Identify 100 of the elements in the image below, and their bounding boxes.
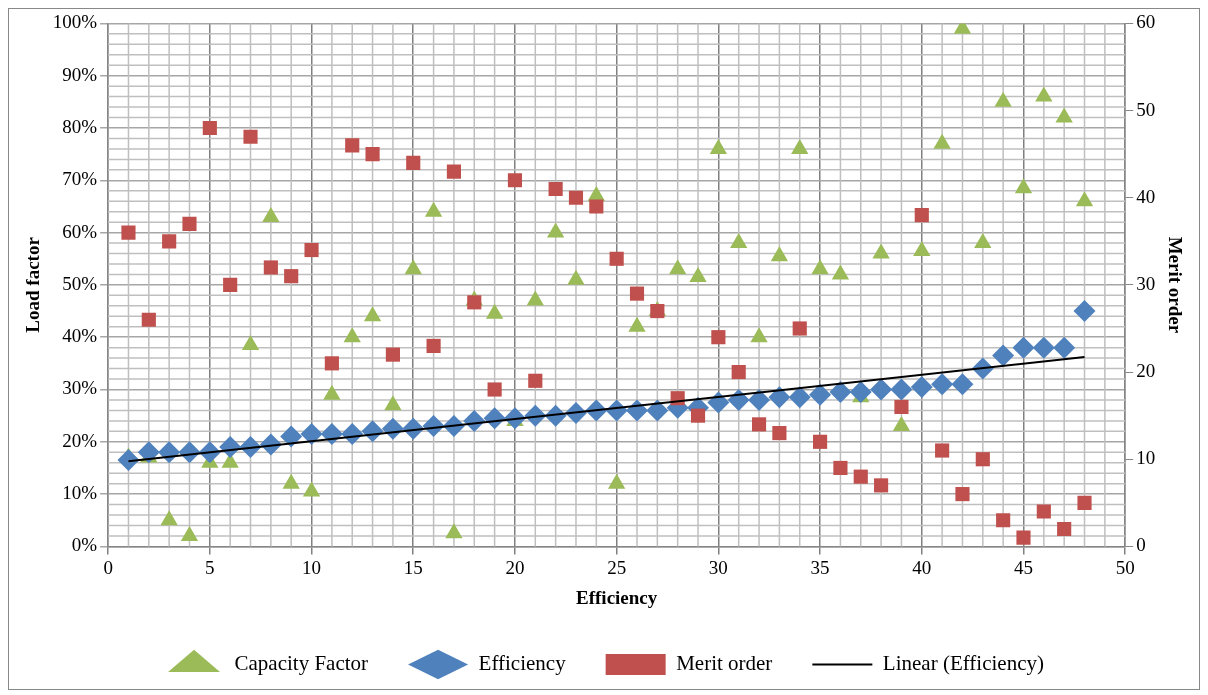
point <box>1032 336 1055 359</box>
y-tick-label: 80% <box>62 115 98 137</box>
legend-label: Efficiency <box>478 651 567 676</box>
point <box>162 234 177 249</box>
point <box>872 243 890 259</box>
point <box>1055 107 1073 123</box>
point <box>487 382 502 397</box>
point <box>792 321 807 336</box>
point <box>731 365 746 380</box>
point <box>202 120 217 136</box>
legend-label: Linear (Efficiency) <box>882 651 1044 676</box>
point <box>788 386 811 409</box>
point <box>689 267 707 283</box>
point <box>992 344 1015 367</box>
point <box>813 434 828 449</box>
point <box>829 381 852 404</box>
point <box>406 155 421 170</box>
y-tick-label: 0% <box>71 534 98 556</box>
x-tick-label: 15 <box>403 556 423 578</box>
legend-label: Merit order <box>676 651 773 676</box>
point <box>1012 336 1035 359</box>
point <box>750 327 768 343</box>
point <box>467 295 482 310</box>
point <box>914 208 929 223</box>
point <box>1053 336 1076 359</box>
x-tick-label: 5 <box>205 556 215 578</box>
point <box>568 190 584 205</box>
point <box>629 286 645 301</box>
point <box>935 443 950 458</box>
point <box>1036 504 1051 519</box>
point <box>548 181 563 197</box>
y-tick-label: 50% <box>62 272 98 294</box>
point <box>182 216 197 231</box>
point <box>727 388 750 411</box>
point <box>831 264 850 280</box>
x-tick-label: 40 <box>912 556 932 578</box>
point <box>709 138 728 154</box>
point <box>223 277 238 292</box>
point <box>365 147 380 162</box>
y-tick-label: 30% <box>62 377 98 399</box>
point <box>141 312 156 327</box>
y-axis-title: Load factor <box>22 236 44 333</box>
y-tick-label: 60% <box>62 220 98 242</box>
point <box>1057 521 1072 537</box>
point <box>751 417 767 432</box>
point <box>385 347 400 362</box>
point <box>1014 178 1033 194</box>
x-tick-label: 25 <box>607 556 627 578</box>
point <box>426 338 441 353</box>
point <box>951 373 974 396</box>
y-tick-label: 20% <box>62 429 98 451</box>
point <box>280 425 303 448</box>
point <box>343 327 361 343</box>
point <box>994 91 1012 107</box>
point <box>567 269 585 285</box>
point <box>811 259 829 275</box>
point <box>870 378 893 401</box>
point <box>324 356 339 371</box>
point <box>121 225 136 240</box>
point <box>1016 530 1031 545</box>
x-tick-label: 45 <box>1013 556 1033 578</box>
y-tick-label: 70% <box>62 168 98 190</box>
y-tick-label: 10% <box>62 482 98 504</box>
point <box>931 373 954 396</box>
x-tick-label: 50 <box>1115 556 1135 578</box>
point <box>137 441 160 464</box>
point <box>833 460 848 476</box>
y-tick-label: 90% <box>62 63 98 85</box>
x-tick-label: 0 <box>103 556 113 578</box>
point <box>589 199 604 214</box>
point <box>384 395 402 411</box>
point <box>345 138 360 153</box>
point <box>446 164 461 179</box>
point <box>1035 86 1053 102</box>
x-tick-label: 30 <box>708 556 728 578</box>
point <box>546 222 565 238</box>
point <box>1077 495 1092 510</box>
point <box>770 246 789 262</box>
y2-axis-title: Merit order <box>1164 236 1186 334</box>
point <box>913 240 931 256</box>
y2-tick-label: 0 <box>1136 534 1146 556</box>
point <box>996 513 1011 528</box>
point <box>304 242 319 258</box>
point <box>890 378 913 401</box>
point <box>853 469 868 484</box>
point <box>894 399 909 414</box>
point <box>768 386 791 409</box>
point <box>974 233 992 249</box>
point <box>809 383 832 406</box>
point <box>791 138 809 154</box>
point <box>262 206 280 222</box>
y-tick-label: 40% <box>62 325 98 347</box>
point <box>690 408 706 423</box>
point <box>892 416 911 432</box>
point <box>526 290 544 306</box>
point <box>874 478 889 493</box>
point <box>507 173 523 188</box>
point <box>241 335 260 351</box>
x-tick-label: 10 <box>302 556 322 578</box>
legend-label: Capacity Factor <box>234 651 369 676</box>
